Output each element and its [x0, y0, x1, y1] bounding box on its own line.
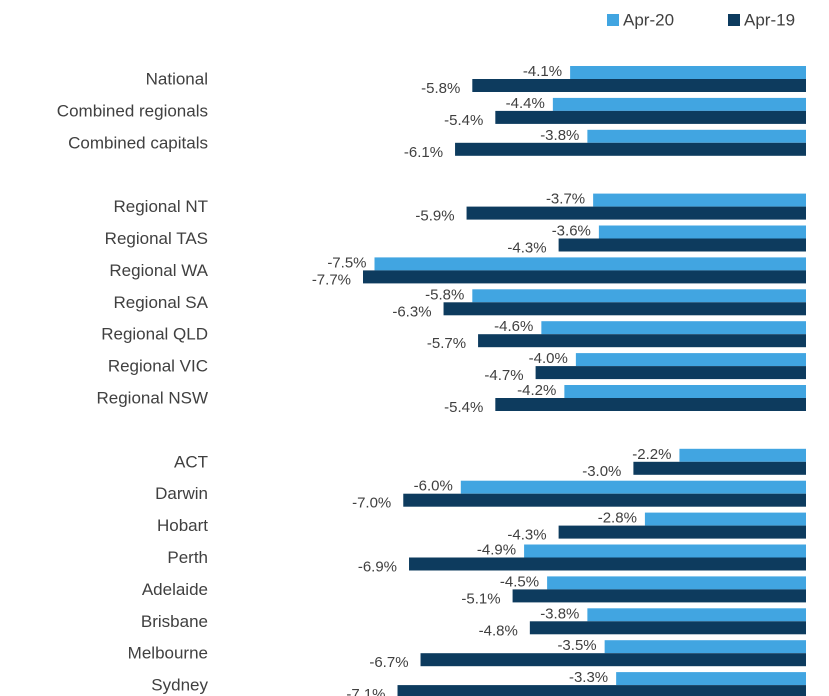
- category-label: Sydney: [151, 676, 208, 695]
- bar: [587, 608, 806, 622]
- value-label: -6.3%: [392, 303, 431, 320]
- bar: [495, 110, 806, 124]
- legend-swatch: [607, 14, 619, 26]
- value-label: -4.1%: [523, 63, 562, 80]
- category-label: Regional WA: [109, 261, 208, 280]
- value-label: -2.8%: [598, 510, 637, 527]
- legend-label: Apr-19: [744, 10, 795, 29]
- value-label: -6.9%: [358, 558, 397, 575]
- value-label: -5.9%: [415, 208, 454, 225]
- bar: [363, 270, 806, 284]
- legend-swatch: [728, 14, 740, 26]
- bar: [593, 193, 806, 207]
- value-label: -3.3%: [569, 669, 608, 686]
- category-label: National: [146, 69, 208, 88]
- value-label: -5.7%: [427, 335, 466, 352]
- category-label: Brisbane: [141, 612, 208, 631]
- bar: [570, 66, 806, 79]
- bar: [403, 493, 806, 507]
- value-label: -5.4%: [444, 399, 483, 416]
- bar: [587, 129, 806, 143]
- bar: [564, 385, 806, 398]
- bar: [644, 512, 806, 526]
- category-label: Darwin: [155, 484, 208, 503]
- bar: [495, 398, 806, 411]
- bar: [558, 525, 806, 539]
- bar: [529, 621, 806, 635]
- value-label: -3.7%: [546, 191, 585, 208]
- value-label: -5.8%: [421, 80, 460, 97]
- legend-label: Apr-20: [623, 10, 674, 29]
- bar: [552, 97, 806, 111]
- category-label: Hobart: [157, 516, 208, 535]
- category-label: Regional VIC: [108, 357, 208, 376]
- value-label: -5.8%: [425, 286, 464, 303]
- value-label: -3.6%: [552, 222, 591, 239]
- value-label: -4.8%: [479, 622, 518, 639]
- value-label: -7.5%: [327, 254, 366, 271]
- value-label: -4.4%: [506, 95, 545, 112]
- bar: [524, 544, 806, 558]
- category-label: Combined capitals: [68, 133, 208, 152]
- value-label: -5.1%: [461, 590, 500, 607]
- value-label: -2.2%: [632, 446, 671, 463]
- category-label: Regional NT: [114, 197, 209, 216]
- category-label: Melbourne: [128, 644, 208, 663]
- category-label: ACT: [174, 452, 208, 471]
- value-label: -6.7%: [369, 654, 408, 671]
- value-label: -6.0%: [414, 478, 453, 495]
- category-label: Regional TAS: [105, 229, 208, 248]
- value-label: -4.5%: [500, 573, 539, 590]
- value-label: -4.2%: [517, 382, 556, 399]
- value-label: -4.6%: [494, 318, 533, 335]
- bar: [455, 142, 806, 156]
- bar: [420, 653, 806, 667]
- category-label: Regional QLD: [101, 325, 208, 344]
- bar: [397, 685, 806, 696]
- value-label: -3.0%: [582, 463, 621, 480]
- bar: [466, 206, 806, 220]
- bar: [616, 672, 806, 686]
- category-label: Regional SA: [113, 293, 208, 312]
- value-label: -6.1%: [404, 144, 443, 161]
- value-label: -7.1%: [346, 686, 385, 696]
- bar: [374, 257, 806, 271]
- bar: [598, 225, 806, 239]
- bar: [535, 366, 806, 380]
- bar: [443, 302, 806, 316]
- bar: [541, 321, 806, 335]
- value-label: -3.5%: [557, 637, 596, 654]
- bar: [679, 448, 806, 462]
- category-label: Combined regionals: [57, 101, 208, 120]
- value-label: -4.9%: [477, 541, 516, 558]
- bar: [512, 589, 806, 603]
- value-label: -4.0%: [529, 350, 568, 367]
- bar: [558, 238, 806, 252]
- value-label: -7.0%: [352, 495, 391, 512]
- bar: [409, 557, 806, 571]
- bar: [478, 334, 806, 348]
- category-label: Adelaide: [142, 580, 208, 599]
- bar: [633, 461, 806, 475]
- bar: [472, 79, 806, 92]
- value-label: -7.7%: [312, 271, 351, 288]
- bar: [547, 576, 806, 590]
- bar: [472, 289, 806, 303]
- bar: [575, 353, 806, 367]
- bar: [460, 480, 806, 494]
- value-label: -4.7%: [484, 367, 523, 384]
- value-label: -3.8%: [540, 127, 579, 144]
- value-label: -4.3%: [507, 527, 546, 544]
- bar: [604, 640, 806, 654]
- category-label: Regional NSW: [97, 388, 209, 407]
- value-label: -4.3%: [507, 239, 546, 256]
- category-label: Perth: [167, 548, 208, 567]
- value-label: -5.4%: [444, 112, 483, 129]
- value-label: -3.8%: [540, 605, 579, 622]
